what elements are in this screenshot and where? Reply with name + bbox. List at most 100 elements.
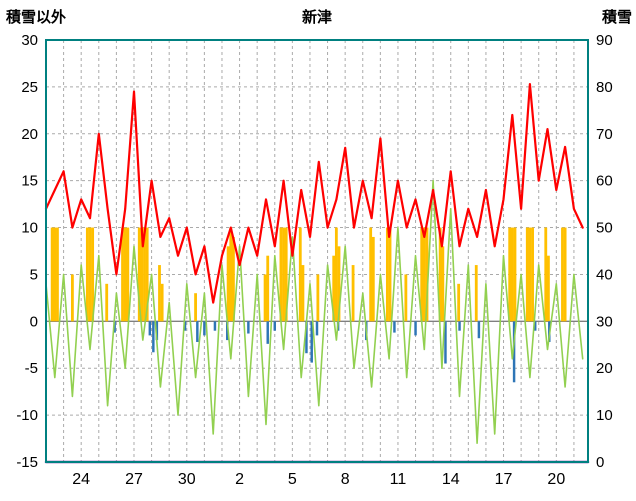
orange-bars bbox=[441, 246, 445, 322]
blue-bars bbox=[183, 321, 187, 331]
right-axis-tick-label: 20 bbox=[596, 360, 613, 377]
orange-bars bbox=[528, 227, 532, 322]
orange-bars bbox=[563, 227, 567, 322]
red-line bbox=[44, 82, 584, 304]
left-axis-tick-label: 15 bbox=[21, 173, 38, 190]
orange-bars bbox=[385, 227, 389, 322]
blue-bars bbox=[393, 321, 396, 333]
orange-bars bbox=[316, 274, 320, 322]
orange-bars bbox=[85, 227, 89, 322]
orange-bars bbox=[301, 265, 305, 322]
right-axis-tick-label: 0 bbox=[596, 454, 604, 471]
left-axis-tick-label: 10 bbox=[21, 220, 38, 237]
right-axis-tick-label: 50 bbox=[596, 220, 613, 237]
orange-bars bbox=[404, 274, 408, 322]
plot-frame bbox=[45, 39, 589, 463]
blue-bars bbox=[273, 321, 276, 331]
orange-bars bbox=[50, 227, 54, 322]
blue-bars bbox=[203, 321, 206, 336]
orange-bars bbox=[298, 227, 302, 322]
orange-bars bbox=[194, 293, 197, 322]
left-axis-tick-label: -15 bbox=[16, 454, 38, 471]
blue-bars bbox=[512, 321, 516, 383]
green-line bbox=[45, 179, 584, 445]
orange-bars bbox=[126, 227, 130, 322]
orange-bars bbox=[226, 246, 230, 322]
orange-bars bbox=[332, 255, 336, 322]
orange-bars bbox=[282, 227, 285, 322]
left-axis-tick-label: 20 bbox=[21, 126, 38, 143]
orange-bars bbox=[160, 283, 164, 322]
orange-bars bbox=[56, 227, 59, 322]
right-axis-tick-label: 60 bbox=[596, 173, 613, 190]
left-axis-tick-label: -5 bbox=[25, 360, 38, 377]
blue-bars bbox=[310, 321, 313, 363]
orange-bars bbox=[351, 265, 355, 322]
x-axis-tick-label: 20 bbox=[547, 471, 565, 488]
orange-bars bbox=[388, 227, 392, 322]
orange-bars bbox=[229, 227, 233, 322]
blue-bars bbox=[152, 321, 155, 353]
x-axis-tick-label: 14 bbox=[442, 471, 460, 488]
orange-bars bbox=[88, 227, 92, 322]
blue-bars bbox=[213, 321, 217, 331]
orange-bars bbox=[546, 255, 550, 322]
left-axis-tick-label: 30 bbox=[21, 32, 38, 49]
chart-title: 新津 bbox=[301, 9, 332, 26]
left-axis-tick-label: 5 bbox=[30, 266, 38, 283]
orange-bars bbox=[140, 227, 144, 322]
orange-bars bbox=[105, 283, 109, 322]
orange-bars bbox=[513, 227, 517, 322]
right-axis-tick-label: 30 bbox=[596, 313, 613, 330]
x-axis-tick-label: 17 bbox=[495, 471, 513, 488]
orange-bars bbox=[425, 227, 429, 322]
blue-bars bbox=[113, 321, 116, 333]
blue-bars bbox=[458, 321, 461, 331]
orange-bars bbox=[337, 246, 341, 322]
left-axis-tick-label: 25 bbox=[21, 79, 38, 96]
x-axis-tick-label: 27 bbox=[125, 471, 143, 488]
orange-bars bbox=[474, 265, 478, 322]
orange-bars bbox=[145, 227, 149, 322]
orange-bars bbox=[525, 227, 529, 322]
blue-bars bbox=[305, 321, 308, 354]
orange-bars bbox=[334, 227, 338, 322]
blue-bars bbox=[414, 321, 417, 336]
orange-bars bbox=[420, 227, 424, 322]
orange-bars bbox=[123, 227, 127, 322]
blue-bars bbox=[444, 321, 447, 364]
right-axis-tick-label: 90 bbox=[596, 32, 613, 49]
right-axis-tick-label: 40 bbox=[596, 266, 613, 283]
orange-bars bbox=[371, 236, 375, 322]
orange-bars bbox=[422, 227, 426, 322]
orange-bars bbox=[544, 227, 548, 322]
orange-bars bbox=[457, 283, 461, 322]
blue-bars bbox=[247, 321, 250, 334]
orange-bars bbox=[531, 227, 534, 322]
right-axis-tick-label: 10 bbox=[596, 407, 613, 424]
blue-bars bbox=[533, 321, 537, 331]
orange-bars bbox=[508, 227, 512, 322]
orange-bars bbox=[561, 227, 564, 322]
right-axis-tick-label: 80 bbox=[596, 79, 613, 96]
left-axis-tick-label: -10 bbox=[16, 407, 38, 424]
blue-bars bbox=[196, 321, 199, 342]
blue-bars bbox=[315, 321, 319, 336]
blue-bars bbox=[148, 321, 152, 336]
orange-bars bbox=[232, 236, 235, 322]
right-axis-tick-label: 70 bbox=[596, 126, 613, 143]
blue-bars bbox=[266, 321, 269, 344]
orange-bars bbox=[284, 227, 288, 322]
left-axis-tick-label: 0 bbox=[30, 313, 38, 330]
x-axis-tick-label: 8 bbox=[341, 471, 350, 488]
x-axis-tick-label: 5 bbox=[288, 471, 297, 488]
blue-bars bbox=[477, 321, 481, 339]
x-axis-tick-label: 11 bbox=[390, 471, 407, 488]
orange-bars bbox=[158, 265, 161, 322]
orange-bars bbox=[369, 227, 373, 322]
orange-bars bbox=[121, 227, 124, 322]
x-axis-tick-label: 2 bbox=[235, 471, 244, 488]
x-axis-tick-label: 30 bbox=[178, 471, 196, 488]
